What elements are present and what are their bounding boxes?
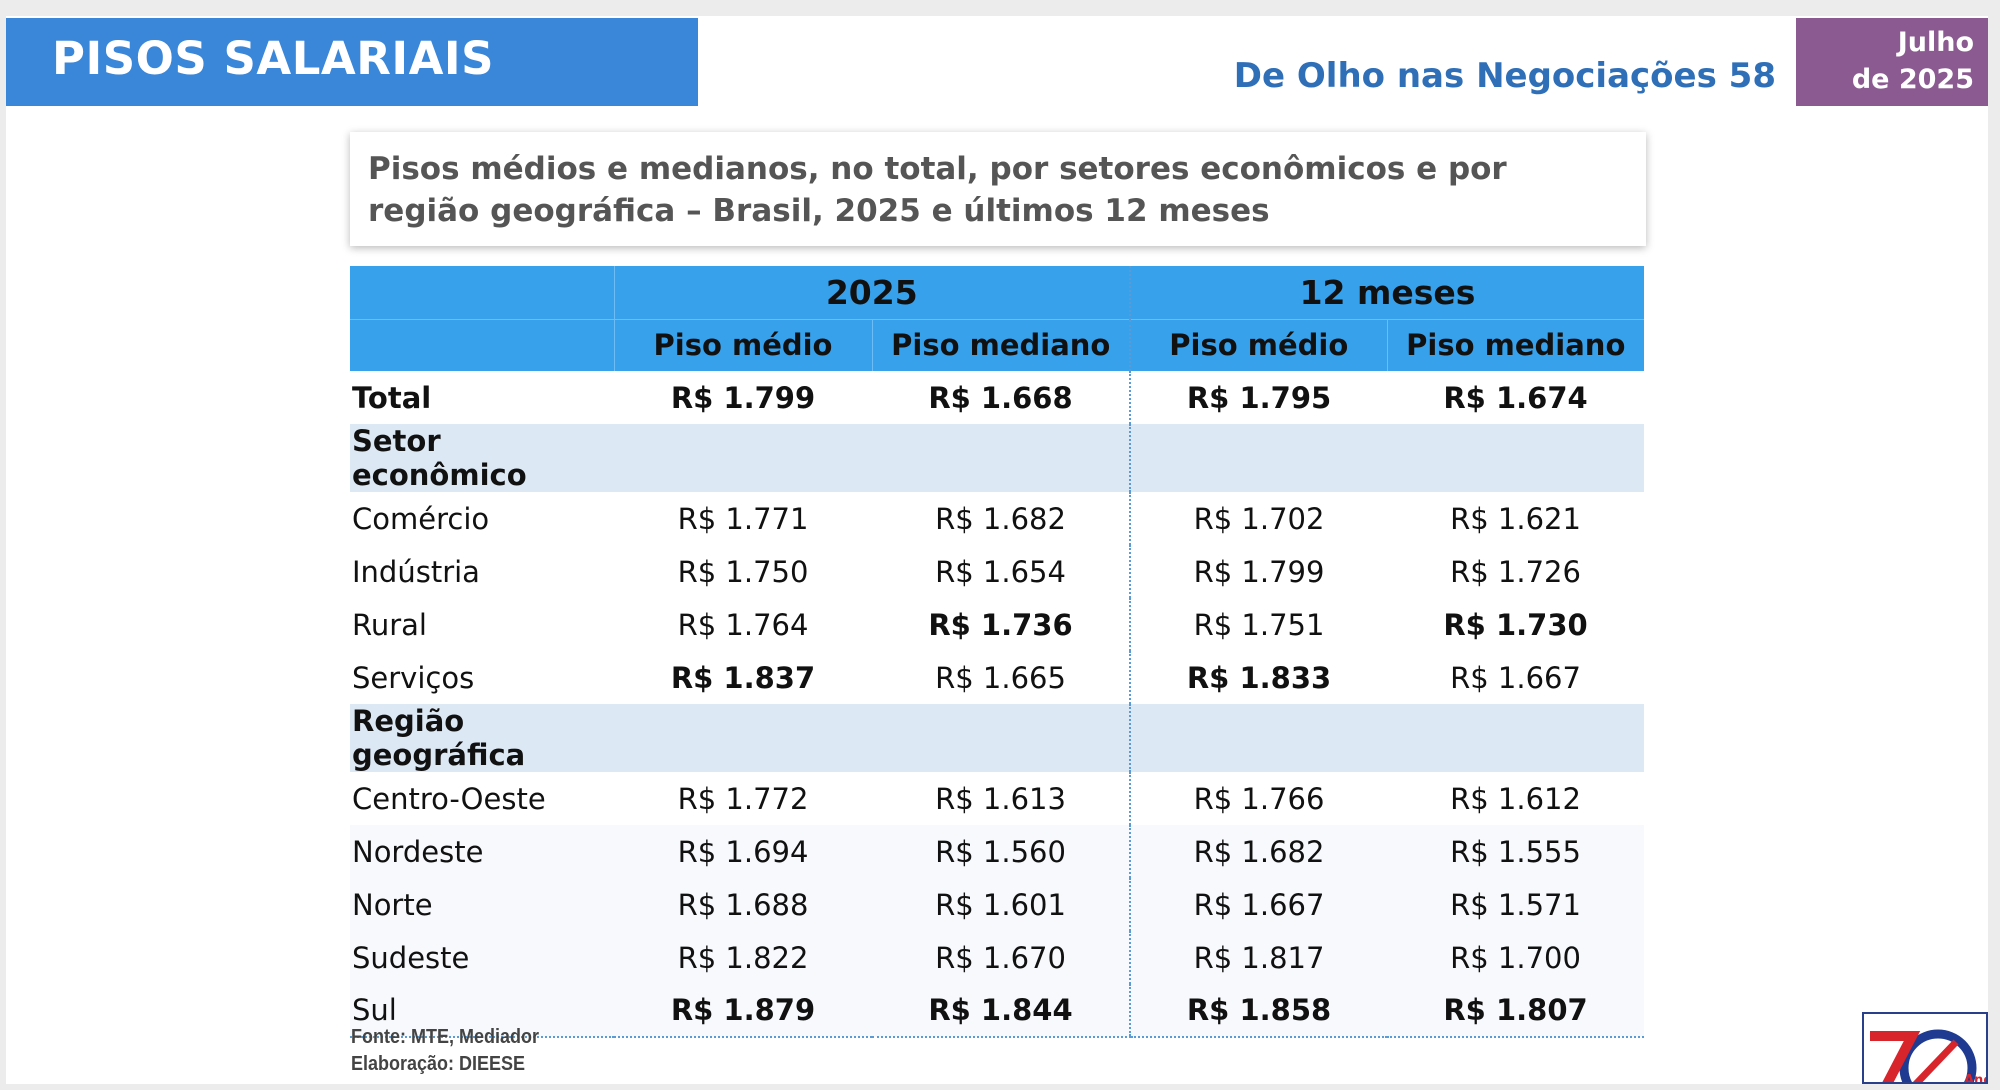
row-label: Rural (352, 607, 427, 642)
table-cell: R$ 1.795 (1129, 371, 1388, 424)
table-cell: R$ 1.654 (935, 554, 1066, 589)
group-header-12-months: 12 meses (1129, 266, 1645, 320)
table-row: Norte R$ 1.688 R$ 1.601 R$ 1.667 R$ 1.57… (350, 878, 1645, 931)
table-column-header-row: Piso médio Piso mediano Piso médio Piso … (350, 319, 1645, 371)
table-caption: Pisos médios e medianos, no total, por s… (368, 151, 1507, 229)
table-cell: R$ 1.601 (872, 878, 1131, 931)
table-cell: R$ 1.667 (1450, 660, 1581, 695)
row-label: Comércio (352, 501, 490, 536)
logo-70-icon: Anos (1870, 1029, 1988, 1084)
header-blank-cell (350, 266, 614, 320)
slide-page: PISOS SALARIAIS De Olho nas Negociações … (6, 16, 1988, 1084)
table-cell: R$ 1.555 (1387, 825, 1645, 878)
table-cell-highlight: R$ 1.807 (1387, 984, 1645, 1038)
table-cell: R$ 1.702 (1129, 492, 1388, 545)
table-cell: R$ 1.700 (1387, 931, 1645, 984)
page-title: PISOS SALARIAIS (52, 32, 495, 85)
table-cell: R$ 1.670 (872, 931, 1131, 984)
table-cell: R$ 1.772 (677, 781, 809, 816)
footnotes: Fonte: MTE, Mediador Elaboração: DIEESE (351, 1024, 539, 1078)
table-cell-highlight: R$ 1.736 (928, 607, 1073, 642)
column-header: Piso médio (1129, 319, 1388, 371)
date-month: Julho (1897, 27, 1974, 58)
table-cell-highlight: R$ 1.879 (614, 984, 872, 1038)
table-cell: R$ 1.694 (614, 825, 872, 878)
table-cell (614, 424, 872, 492)
section-title: Região geográfica (350, 704, 614, 772)
table-cell (614, 704, 872, 772)
table-cell (872, 424, 1131, 492)
table-cell: R$ 1.560 (872, 825, 1131, 878)
table-cell: R$ 1.799 (1129, 545, 1388, 598)
table-cell: R$ 1.682 (935, 501, 1066, 536)
row-label: Sudeste (350, 931, 614, 984)
table-cell: R$ 1.822 (614, 931, 872, 984)
table-cell-highlight: R$ 1.844 (872, 984, 1131, 1038)
row-label: Nordeste (350, 825, 614, 878)
section-title: Setor econômico (350, 424, 614, 492)
table-row: Comércio R$ 1.771 R$ 1.682 R$ 1.702 R$ 1… (350, 492, 1644, 545)
publication-title: De Olho nas Negociações 58 (1233, 56, 1776, 96)
table-cell: R$ 1.750 (677, 554, 809, 589)
table-cell: R$ 1.764 (677, 607, 809, 642)
table-cell: R$ 1.668 (928, 380, 1073, 415)
salary-floor-table: 2025 12 meses Piso médio Piso mediano Pi… (350, 266, 1645, 1038)
row-label: Norte (350, 878, 614, 931)
table-cell-highlight: R$ 1.858 (1129, 984, 1388, 1038)
date-year: de 2025 (1851, 64, 1974, 95)
table-row: Rural R$ 1.764 R$ 1.736 R$ 1.751 R$ 1.73… (350, 598, 1644, 651)
dieese-70-anos-logo: Anos (1862, 1012, 1988, 1084)
table-cell: R$ 1.726 (1450, 554, 1581, 589)
table-cell: R$ 1.613 (935, 781, 1066, 816)
table-cell: R$ 1.771 (677, 501, 809, 536)
table-row: Indústria R$ 1.750 R$ 1.654 R$ 1.799 R$ … (350, 545, 1644, 598)
logo-word: Anos (1964, 1073, 1988, 1084)
table-row: Sudeste R$ 1.822 R$ 1.670 R$ 1.817 R$ 1.… (350, 931, 1645, 984)
table-cell (1129, 424, 1388, 492)
table-cell-highlight: R$ 1.833 (1129, 651, 1388, 704)
table-cell: R$ 1.571 (1387, 878, 1645, 931)
row-label: Total (352, 380, 432, 415)
table-row: Sul R$ 1.879 R$ 1.844 R$ 1.858 R$ 1.807 (350, 984, 1645, 1038)
row-label: Centro-Oeste (352, 781, 546, 816)
table-cell: R$ 1.612 (1450, 781, 1581, 816)
column-header: Piso mediano (871, 319, 1131, 371)
row-label: Serviços (352, 660, 475, 695)
row-label: Indústria (352, 554, 480, 589)
table-cell: R$ 1.665 (935, 660, 1066, 695)
table-row-total: Total R$ 1.799 R$ 1.668 R$ 1.795 R$ 1.67… (350, 371, 1644, 424)
column-header: Piso médio (613, 319, 872, 371)
header-banner: PISOS SALARIAIS (6, 18, 698, 106)
table-cell-highlight: R$ 1.730 (1443, 607, 1588, 642)
table-cell (1129, 704, 1388, 772)
table-row: Serviços R$ 1.837 R$ 1.665 R$ 1.833 R$ 1… (350, 651, 1644, 704)
table-cell (1387, 424, 1645, 492)
table-cell-highlight: R$ 1.837 (670, 660, 816, 695)
table-cell: R$ 1.799 (670, 380, 816, 415)
table-cell: R$ 1.674 (1443, 380, 1588, 415)
table-cell: R$ 1.817 (1129, 931, 1388, 984)
table-caption-box: Pisos médios e medianos, no total, por s… (350, 132, 1646, 246)
row-label: Sul (350, 984, 614, 1038)
table-row: Nordeste R$ 1.694 R$ 1.560 R$ 1.682 R$ 1… (350, 825, 1645, 878)
table-cell: R$ 1.688 (614, 878, 872, 931)
source-note: Fonte: MTE, Mediador (351, 1026, 540, 1048)
table-cell (872, 704, 1131, 772)
table-group-header-row: 2025 12 meses (350, 266, 1645, 320)
table-cell: R$ 1.751 (1129, 598, 1388, 651)
table-cell: R$ 1.766 (1129, 772, 1388, 825)
date-badge: Julho de 2025 (1796, 18, 1988, 106)
table-row: Centro-Oeste R$ 1.772 R$ 1.613 R$ 1.766 … (350, 772, 1644, 825)
table-cell: R$ 1.682 (1129, 825, 1388, 878)
header-blank-cell (350, 319, 614, 371)
section-header-row: Região geográfica (350, 704, 1645, 772)
table-cell: R$ 1.621 (1450, 501, 1581, 536)
table-cell (1387, 704, 1645, 772)
section-header-row: Setor econômico (350, 424, 1645, 492)
group-header-2025: 2025 (613, 266, 1131, 320)
elaboration-note: Elaboração: DIEESE (351, 1053, 526, 1075)
table-cell: R$ 1.667 (1129, 878, 1388, 931)
column-header: Piso mediano (1386, 319, 1645, 371)
